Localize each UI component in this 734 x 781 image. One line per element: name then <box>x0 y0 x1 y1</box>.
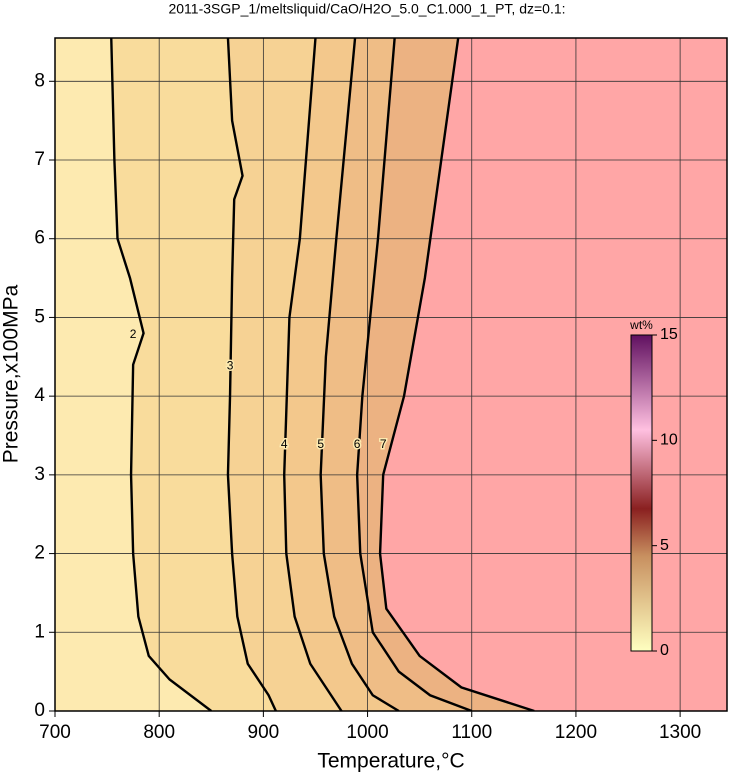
x-tick-label: 1200 <box>555 722 597 743</box>
y-tick-label: 2 <box>34 543 45 564</box>
contour-label: 7 <box>380 437 387 451</box>
x-tick-label: 900 <box>248 722 280 743</box>
contour-line <box>226 38 277 711</box>
contour-label: 6 <box>354 437 361 451</box>
x-tick-label: 1100 <box>451 722 492 743</box>
overlay: 700 800 900 1000 1100 1200 1300 0 1 2 3 4 5 6 7 8 wt% 0 5 1… <box>34 37 728 743</box>
y-axis-label: Pressure,x100MPa <box>0 284 23 463</box>
colorbar-tick-label: 10 <box>660 432 678 449</box>
colorbar-tick-label: 5 <box>660 537 669 554</box>
colorbar-tick-label: 15 <box>660 326 678 343</box>
y-tick-label: 6 <box>34 228 45 249</box>
x-tick-label: 800 <box>143 722 175 743</box>
y-tick-label: 7 <box>34 149 45 170</box>
colorbar <box>630 334 653 652</box>
x-tick-label: 1000 <box>346 722 388 743</box>
y-tick-label: 8 <box>34 70 45 91</box>
contour-line <box>378 38 535 711</box>
colorbar-label: wt% <box>629 318 653 332</box>
x-axis-label: Temperature,°C <box>317 750 464 773</box>
contour-line <box>355 38 473 711</box>
contour-line <box>319 38 400 711</box>
x-tick-label: 700 <box>39 722 71 743</box>
contour-label: 3 <box>227 358 234 372</box>
y-tick-label: 5 <box>34 306 45 327</box>
contour-label: 4 <box>281 437 288 451</box>
y-tick-label: 3 <box>34 464 45 485</box>
y-tick-label: 4 <box>34 385 45 406</box>
contour-line <box>283 38 343 711</box>
y-tick-label: 1 <box>34 621 45 642</box>
contour-line <box>110 38 213 711</box>
colorbar-tick-label: 0 <box>660 642 669 659</box>
contour-label: 2 <box>130 327 137 341</box>
plot-area: 2 3 4 5 6 7 <box>55 38 727 711</box>
chart-title: 2011-3SGP_1/meltsliquid/CaO/H2O_5.0_C1.0… <box>168 1 565 17</box>
contour-label: 5 <box>317 437 324 451</box>
y-tick-label: 0 <box>34 700 45 721</box>
plot-frame <box>54 37 728 712</box>
x-tick-label: 1300 <box>659 722 701 743</box>
